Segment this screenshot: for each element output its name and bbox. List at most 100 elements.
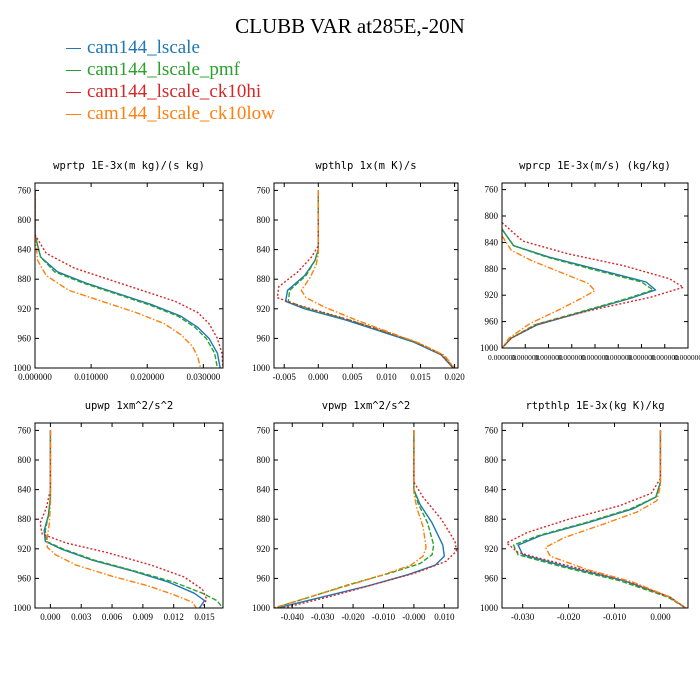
x-tick-label: 0.003 [71, 612, 92, 622]
x-tick-label: 0.010 [434, 612, 455, 622]
panel-title: upwp 1xm^2/s^2 [85, 400, 174, 412]
y-tick-label: 960 [485, 317, 499, 327]
panel-title: wprtp 1E-3x(m kg)/(s kg) [53, 160, 205, 172]
plot-frame [501, 182, 689, 349]
series-line-cam144_lscale_pmf [35, 190, 219, 368]
x-tick-label: 0.000000 [511, 353, 539, 362]
y-tick-label: 960 [18, 573, 32, 583]
y-tick-label: 840 [257, 245, 271, 255]
legend-label-lscale: cam144_lscale [87, 37, 200, 58]
y-tick-label: 880 [485, 514, 499, 524]
y-tick-label: 840 [485, 237, 499, 247]
x-tick-label: 0.000 [650, 612, 671, 622]
series-line-cam144_lscale_pmf [512, 430, 687, 608]
legend-swatch-pmf [66, 69, 81, 71]
series-line-cam144_lscale_ck10low [274, 430, 427, 608]
series-line-cam144_lscale_ck10low [544, 430, 687, 608]
y-tick-label: 760 [18, 425, 32, 435]
series-line-cam144_lscale_ck10low [300, 190, 456, 368]
y-tick-label: 920 [257, 304, 271, 314]
y-tick-label: 840 [485, 485, 499, 495]
x-tick-label: 0.000 [308, 372, 329, 382]
panel-title: vpwp 1xm^2/s^2 [322, 400, 411, 412]
y-tick-label: 1000 [13, 603, 32, 613]
y-tick-label: 920 [485, 544, 499, 554]
series-line-cam144_lscale [284, 190, 454, 368]
y-tick-label: 880 [18, 514, 32, 524]
x-tick-label: 0.020 [444, 372, 465, 382]
y-tick-label: 800 [485, 211, 499, 221]
x-tick-label: -0.000 [402, 612, 426, 622]
y-tick-label: 800 [18, 455, 32, 465]
legend-item-ck10low: cam144_lscale_ck10low [66, 103, 275, 125]
chart-panel-3: wprcp 1E-3x(m/s) (kg/kg) 760 800 840 880 920 9… [480, 160, 700, 362]
y-tick-label: 1000 [480, 603, 499, 613]
series-line-cam144_lscale [35, 190, 221, 368]
series-line-cam144_lscale_ck10hi [35, 190, 223, 368]
legend-swatch-lscale [66, 47, 81, 49]
legend-swatch-ck10hi [66, 91, 81, 93]
x-tick-label: 0.015 [410, 372, 431, 382]
plot-frame [273, 182, 459, 369]
chart-panel-2: wpthlp 1x(m K)/s 760 800 840 880 920 960 1000-0… [252, 160, 465, 382]
x-tick-label: 0.010 [376, 372, 397, 382]
y-tick-label: 920 [257, 544, 271, 554]
x-tick-label: 0.000 [40, 612, 61, 622]
series-group [505, 430, 687, 608]
x-tick-label: 0.000000 [581, 353, 609, 362]
chart-panel-4: upwp 1xm^2/s^2 760 800 840 880 920 960 1000 0.00… [13, 400, 224, 622]
x-tick-label: -0.040 [281, 612, 305, 622]
x-tick-label: 0.006 [102, 612, 123, 622]
series-line-cam144_lscale_pmf [44, 430, 223, 608]
series-group [39, 430, 223, 608]
x-tick-label: 0.009 [133, 612, 154, 622]
y-tick-label: 840 [18, 245, 32, 255]
x-tick-label: 0.020000 [130, 372, 164, 382]
legend-label-ck10low: cam144_lscale_ck10low [87, 103, 275, 124]
legend-item-lscale: cam144_lscale [66, 37, 275, 59]
y-tick-label: 760 [485, 185, 499, 195]
plot-frame [501, 422, 689, 609]
x-tick-label: -0.005 [273, 372, 297, 382]
y-tick-label: 920 [485, 290, 499, 300]
page-title: CLUBB VAR at285E,-20N [235, 14, 465, 38]
plot-frame [34, 422, 224, 609]
x-tick-label: 0.012 [164, 612, 184, 622]
x-tick-label: -0.030 [511, 612, 535, 622]
x-tick-label: 0.000000 [488, 353, 516, 362]
y-tick-label: 1000 [13, 363, 32, 373]
y-tick-label: 840 [18, 485, 32, 495]
y-tick-label: 800 [18, 215, 32, 225]
x-tick-label: 0.000000 [18, 372, 52, 382]
y-tick-label: 1000 [252, 363, 271, 373]
y-tick-label: 960 [257, 573, 271, 583]
series-group [276, 190, 456, 368]
plot-frame [34, 182, 224, 369]
y-tick-label: 800 [257, 455, 271, 465]
y-tick-label: 920 [18, 544, 32, 554]
y-tick-label: 880 [485, 264, 499, 274]
y-tick-label: 760 [257, 425, 271, 435]
series-line-cam144_lscale_ck10low [35, 190, 202, 368]
series-line-cam144_lscale_ck10hi [505, 430, 687, 608]
x-tick-label: -0.010 [372, 612, 396, 622]
series-line-cam144_lscale_pmf [274, 430, 435, 608]
x-tick-label: 0.000000 [627, 353, 655, 362]
legend-item-ck10hi: cam144_lscale_ck10hi [66, 81, 275, 103]
series-line-cam144_lscale_ck10low [46, 430, 197, 608]
chart-panel-1: wprtp 1E-3x(m kg)/(s kg) 760 800 840 880 920 9… [13, 160, 224, 382]
panel-title: rtpthlp 1E-3x(kg K)/kg [525, 400, 664, 412]
y-tick-label: 880 [257, 274, 271, 284]
legend-label-pmf: cam144_lscale_pmf [87, 59, 241, 80]
legend-label-ck10hi: cam144_lscale_ck10hi [87, 81, 262, 102]
y-tick-label: 840 [257, 485, 271, 495]
y-tick-label: 800 [257, 215, 271, 225]
y-tick-label: 800 [485, 455, 499, 465]
chart-panel-5: vpwp 1xm^2/s^2 760 800 840 880 920 960 1000 -0.0… [252, 400, 459, 622]
series-line-cam144_lscale_ck10hi [39, 430, 208, 608]
y-tick-label: 920 [18, 304, 32, 314]
legend-swatch-ck10low [66, 113, 81, 115]
series-line-cam144_lscale_pmf [502, 228, 654, 348]
panel-title: wprcp 1E-3x(m/s) (kg/kg) [519, 160, 671, 172]
